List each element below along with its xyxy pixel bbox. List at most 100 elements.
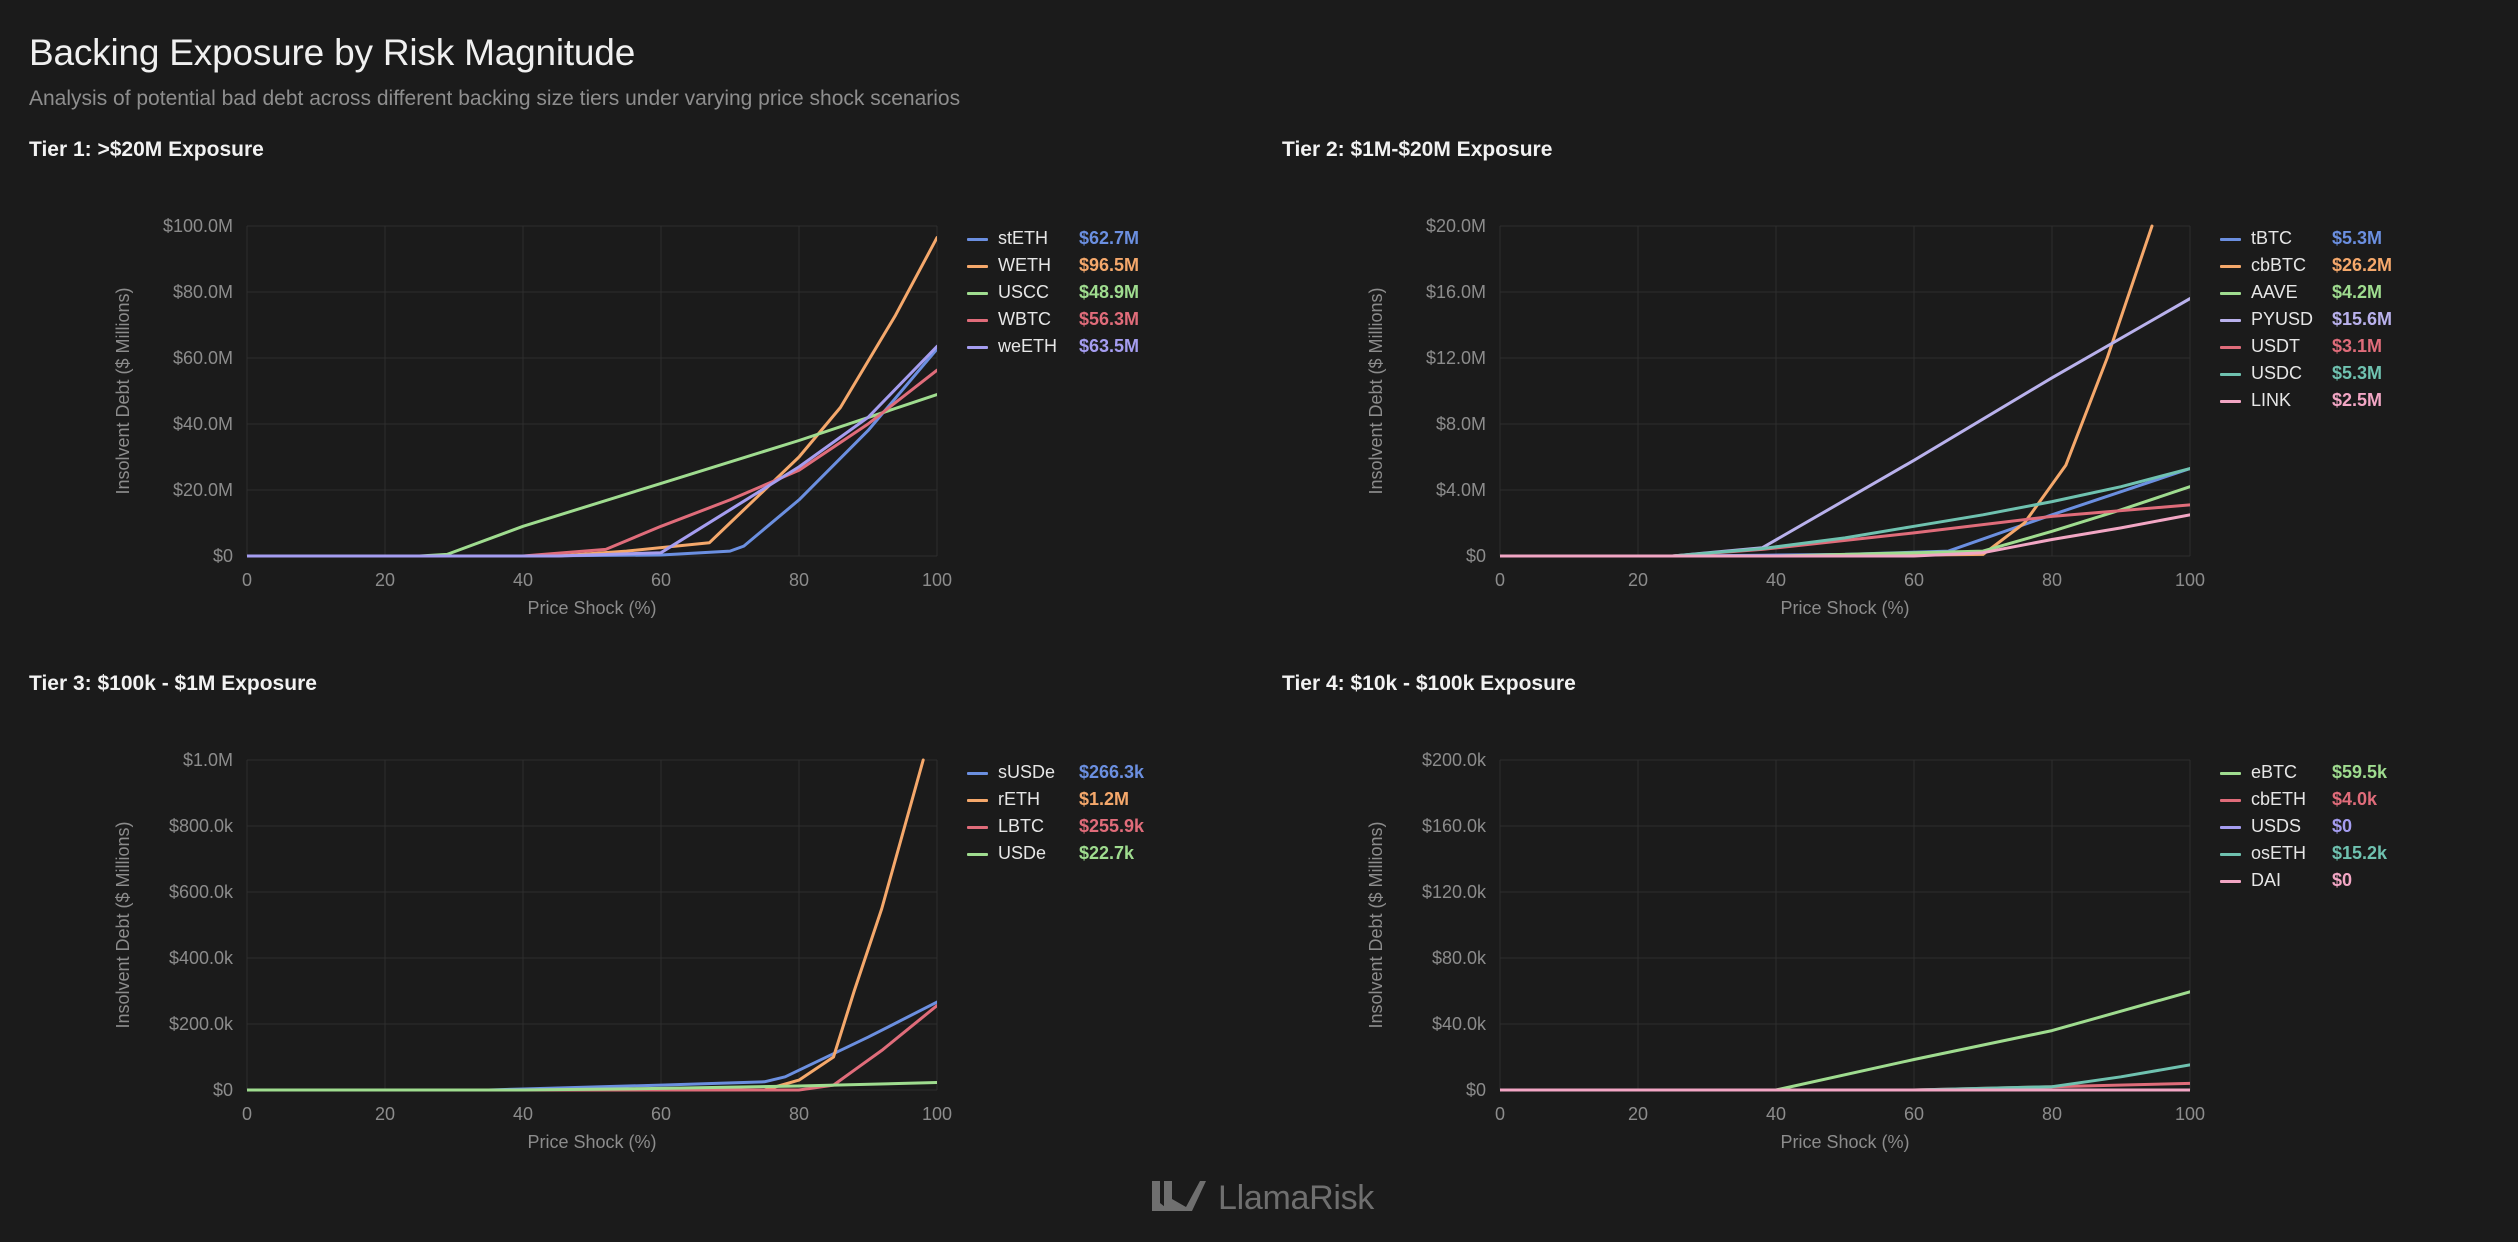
legend-series-name: weETH <box>998 336 1058 356</box>
y-tick-label: $40.0M <box>173 414 233 434</box>
x-tick-label: 80 <box>2042 570 2062 590</box>
legend-series-value: $266.3k <box>1079 762 1145 782</box>
y-tick-label: $8.0M <box>1436 414 1486 434</box>
legend-series-value: $15.2k <box>2332 843 2388 863</box>
y-tick-label: $80.0M <box>173 282 233 302</box>
legend-swatch <box>967 238 988 241</box>
series-line-cbbtc <box>1500 224 2154 558</box>
line-chart: 0 20 40 60 80 100 $0 $200.0k $400.0k $600.0k $800.… <box>113 750 952 1152</box>
x-tick-label: 0 <box>242 1104 252 1124</box>
legend-swatch <box>967 292 988 295</box>
y-tick-label: $120.0k <box>1422 882 1487 902</box>
legend-series-name: LINK <box>2251 390 2292 410</box>
legend-swatch <box>2220 265 2241 268</box>
line-chart: 0 20 40 60 80 100 $0 $40.0k $80.0k $120.0k $160.0k… <box>1366 750 2205 1152</box>
legend-swatch <box>2220 772 2241 775</box>
legend-series-name: eBTC <box>2251 762 2298 782</box>
y-tick-label: $600.0k <box>169 882 234 902</box>
x-tick-label: 40 <box>513 570 533 590</box>
x-axis-label: Price Shock (%) <box>527 1132 656 1152</box>
legend-series-name: LBTC <box>998 816 1045 836</box>
x-axis-label: Price Shock (%) <box>527 598 656 618</box>
x-tick-label: 80 <box>789 1104 809 1124</box>
y-tick-label: $60.0M <box>173 348 233 368</box>
legend-series-value: $5.3M <box>2332 363 2383 383</box>
footer-brand: LlamaRisk <box>1150 1176 1374 1220</box>
legend-series-value: $56.3M <box>1079 309 1140 329</box>
y-tick-label: $16.0M <box>1426 282 1486 302</box>
legend-series-value: $22.7k <box>1079 843 1135 863</box>
x-tick-label: 100 <box>2175 570 2205 590</box>
legend-series-value: $26.2M <box>2332 255 2393 275</box>
x-tick-label: 80 <box>789 570 809 590</box>
legend-swatch <box>2220 853 2241 856</box>
y-tick-label: $40.0k <box>1432 1014 1487 1034</box>
legend-series-value: $4.0k <box>2332 789 2378 809</box>
series-line-reth <box>247 758 925 1092</box>
legend-series-name: WBTC <box>998 309 1051 329</box>
legend-series-value: $0 <box>2332 816 2353 836</box>
y-tick-label: $160.0k <box>1422 816 1487 836</box>
legend-series-name: USDT <box>2251 336 2300 356</box>
legend-series-name: stETH <box>998 228 1049 248</box>
y-axis-label: Insolvent Debt ($ Millions) <box>1366 287 1386 494</box>
y-tick-label: $20.0M <box>173 480 233 500</box>
y-tick-label: $0 <box>1466 1080 1486 1100</box>
footer-brand-text: LlamaRisk <box>1218 1178 1375 1217</box>
x-tick-label: 40 <box>1766 570 1786 590</box>
page-subtitle: Analysis of potential bad debt across di… <box>29 87 961 110</box>
legend-series-value: $1.2M <box>1079 789 1130 809</box>
series-group <box>247 236 937 558</box>
legend-series-value: $0 <box>2332 870 2353 890</box>
legend-series-name: AAVE <box>2251 282 2298 302</box>
legend-swatch <box>967 772 988 775</box>
y-tick-label: $800.0k <box>169 816 234 836</box>
x-axis-label: Price Shock (%) <box>1780 1132 1909 1152</box>
legend-series-value: $59.5k <box>2332 762 2388 782</box>
series-line-usdc <box>1500 467 2190 558</box>
legend-series-name: DAI <box>2251 870 2282 890</box>
series-line-aave <box>1500 485 2190 558</box>
chart-title: Tier 4: $10k - $100k Exposure <box>1282 672 1576 695</box>
legend-series-value: $4.2M <box>2332 282 2383 302</box>
y-tick-label: $0 <box>213 1080 233 1100</box>
series-line-susde <box>247 1000 937 1092</box>
chart-title: Tier 3: $100k - $1M Exposure <box>29 672 317 695</box>
y-tick-label: $0 <box>1466 546 1486 566</box>
legend-series-name: tBTC <box>2251 228 2293 248</box>
x-tick-label: 40 <box>513 1104 533 1124</box>
legend-series-value: $3.1M <box>2332 336 2383 356</box>
legend-swatch <box>967 826 988 829</box>
y-tick-label: $20.0M <box>1426 216 1486 236</box>
x-tick-label: 0 <box>242 570 252 590</box>
legend-series-value: $63.5M <box>1079 336 1140 356</box>
series-line-uscc <box>247 393 937 558</box>
legend-swatch <box>2220 373 2241 376</box>
x-axis-label: Price Shock (%) <box>1780 598 1909 618</box>
legend-swatch <box>2220 826 2241 829</box>
legend-series-name: USCC <box>998 282 1050 302</box>
chart-panel-tier-2: Tier 2: $1M-$20M Exposure 0 20 40 60 80 100 $0… <box>1282 138 2518 668</box>
x-tick-label: 100 <box>2175 1104 2205 1124</box>
legend-swatch <box>2220 880 2241 883</box>
y-tick-label: $12.0M <box>1426 348 1486 368</box>
chart-title: Tier 1: >$20M Exposure <box>29 138 264 161</box>
x-tick-label: 40 <box>1766 1104 1786 1124</box>
legend-series-value: $255.9k <box>1079 816 1145 836</box>
x-tick-label: 100 <box>922 570 952 590</box>
legend-series-value: $96.5M <box>1079 255 1140 275</box>
legend-swatch <box>2220 238 2241 241</box>
x-tick-label: 60 <box>1904 570 1924 590</box>
series-group <box>247 758 937 1092</box>
legend-series-name: USDS <box>2251 816 2302 836</box>
x-tick-label: 60 <box>1904 1104 1924 1124</box>
legend-series-name: PYUSD <box>2251 309 2314 329</box>
chart-panel-tier-3: Tier 3: $100k - $1M Exposure 0 20 40 60 80 10… <box>29 672 1279 1202</box>
legend-swatch <box>2220 799 2241 802</box>
series-line-wbtc <box>247 368 937 558</box>
legend-swatch <box>967 799 988 802</box>
x-tick-label: 0 <box>1495 1104 1505 1124</box>
y-tick-label: $4.0M <box>1436 480 1486 500</box>
line-chart: 0 20 40 60 80 100 $0 $20.0M $40.0M $60.0M $80.0M $1… <box>113 216 952 618</box>
x-tick-label: 20 <box>375 1104 395 1124</box>
